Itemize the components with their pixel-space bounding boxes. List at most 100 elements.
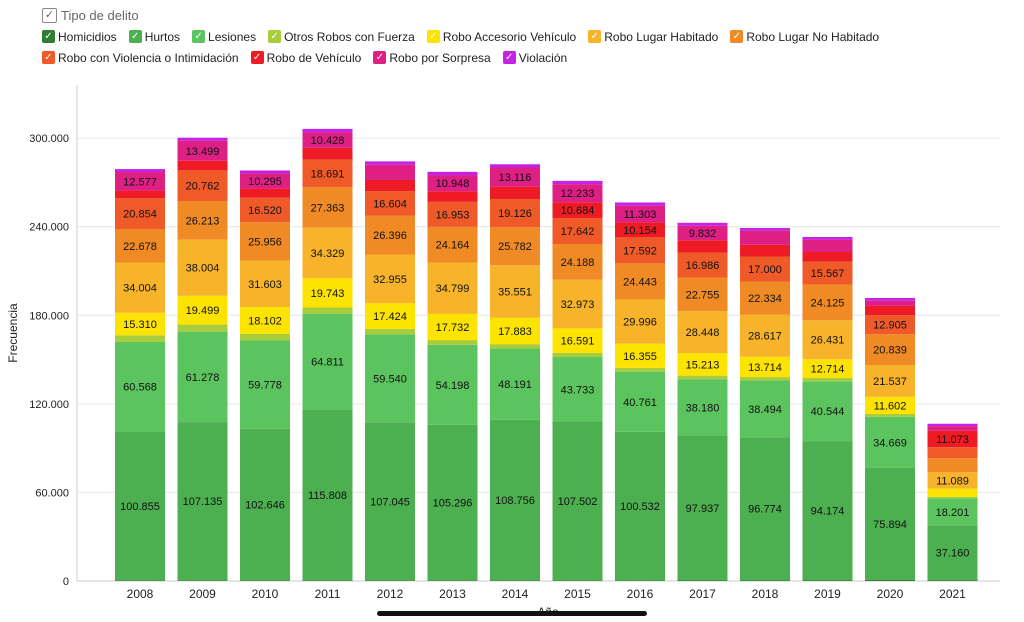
bar-segment [552, 244, 603, 280]
bar-segment [427, 424, 478, 581]
bar-segment [302, 132, 353, 148]
data-label: 27.363 [311, 202, 345, 214]
data-label: 12.905 [873, 320, 907, 332]
bar-segment [490, 227, 540, 266]
data-label: 28.617 [748, 331, 782, 343]
data-label: 25.782 [498, 241, 532, 253]
data-label: 16.520 [248, 205, 282, 217]
data-label: 19.499 [186, 305, 220, 317]
data-label: 34.329 [311, 248, 345, 260]
x-tick-label: 2009 [189, 587, 216, 601]
legend-title[interactable]: ✓ Tipo de delito [42, 8, 139, 23]
bar-segment [802, 359, 853, 378]
bar-segment [365, 422, 415, 581]
bar-segment [677, 222, 728, 226]
bar-segment [490, 419, 540, 581]
legend-label: Otros Robos con Fuerza [284, 29, 415, 44]
data-label: 60.568 [123, 382, 157, 394]
legend-item-robo-de-veh-culo[interactable]: ✓ Robo de Vehículo [250, 49, 361, 66]
bar-segment [927, 525, 978, 581]
legend-item-robo-accesorio-veh-culo[interactable]: ✓ Robo Accesorio Vehículo [426, 28, 576, 45]
x-tick-label: 2015 [564, 587, 591, 601]
bar-segment [615, 202, 665, 206]
data-label: 115.808 [308, 490, 347, 502]
x-tick-label: 2019 [814, 587, 841, 601]
y-axis-label: Frecuencia [6, 303, 20, 363]
bar-segment [740, 356, 790, 378]
bar-segment [490, 164, 540, 168]
data-label: 18.691 [311, 168, 345, 180]
bar-segment [552, 180, 603, 185]
bar-segment [865, 297, 915, 301]
legend-check-icon[interactable]: ✓ [588, 30, 602, 43]
data-label: 17.732 [436, 322, 470, 334]
legend-item-otros-robos-con-fuerza[interactable]: ✓ Otros Robos con Fuerza [268, 28, 415, 45]
bar-segment [552, 357, 603, 422]
data-label: 35.551 [498, 287, 532, 299]
bar-segment [365, 580, 415, 581]
data-label: 11.073 [936, 434, 969, 446]
legend-check-icon[interactable]: ✓ [128, 30, 142, 43]
data-label: 43.733 [561, 384, 595, 396]
data-label: 26.431 [811, 335, 845, 347]
legend-check-icon[interactable]: ✓ [426, 30, 440, 43]
bar-segment [740, 437, 790, 581]
legend-check-icon[interactable]: ✓ [373, 51, 387, 64]
data-label: 16.986 [686, 260, 720, 272]
data-label: 97.937 [686, 503, 720, 515]
checkbox-icon[interactable]: ✓ [42, 8, 57, 23]
data-label: 16.591 [561, 336, 595, 348]
bar-segment [865, 305, 915, 316]
legend-item-violaci-n[interactable]: ✓ Violación [502, 49, 567, 66]
legend-item-robo-lugar-habitado[interactable]: ✓ Robo Lugar Habitado [588, 28, 718, 45]
bar-segment [115, 262, 165, 313]
x-tick-label: 2008 [127, 587, 154, 601]
legend-item-robo-lugar-no-habitado[interactable]: ✓ Robo Lugar No Habitado [730, 28, 879, 45]
data-label: 107.502 [558, 496, 598, 508]
x-tick-label: 2016 [627, 587, 654, 601]
x-tick-label: 2018 [752, 587, 779, 601]
bar-segment [177, 160, 228, 171]
legend-item-robo-por-sorpresa[interactable]: ✓ Robo por Sorpresa [373, 49, 491, 66]
data-label: 20.839 [873, 345, 907, 357]
data-label: 24.164 [436, 240, 470, 252]
bar-segment [552, 352, 603, 358]
bar-segment [677, 277, 728, 312]
bar-segment [865, 300, 915, 306]
legend-title-label: Tipo de delito [61, 8, 139, 23]
bar-segment [365, 161, 415, 165]
legend-item-robo-con-violencia-o-intimidaci-n[interactable]: ✓ Robo con Violencia o Intimidación [42, 49, 239, 66]
legend-check-icon[interactable]: ✓ [42, 30, 55, 43]
data-label: 24.443 [623, 276, 657, 288]
legend-check-icon[interactable]: ✓ [502, 51, 516, 64]
data-label: 10.154 [623, 225, 657, 237]
bar-segment [365, 334, 415, 423]
data-label: 38.180 [686, 402, 720, 414]
legend-item-lesiones[interactable]: ✓ Lesiones [192, 28, 256, 45]
bar-segment [677, 435, 728, 581]
bar-segment [740, 230, 790, 245]
x-tick-label: 2021 [939, 587, 966, 601]
bar-segment [865, 416, 915, 468]
legend-check-icon[interactable]: ✓ [730, 30, 744, 43]
legend-item-hurtos[interactable]: ✓ Hurtos [128, 28, 180, 45]
bar-segment [865, 396, 915, 414]
data-label: 40.761 [623, 397, 657, 409]
bar-segment [240, 170, 290, 174]
bar-segment [365, 328, 415, 335]
legend-check-icon[interactable]: ✓ [192, 30, 206, 43]
bar-segment [240, 197, 290, 223]
data-label: 100.532 [620, 501, 660, 513]
bar-segment [927, 488, 978, 497]
bar-segment [927, 426, 978, 431]
legend-check-icon[interactable]: ✓ [42, 51, 55, 64]
legend-check-icon[interactable]: ✓ [250, 51, 264, 64]
legend-item-homicidios[interactable]: ✓ Homicidios [42, 28, 117, 45]
x-tick-label: 2014 [502, 587, 529, 601]
bar-segment [177, 200, 228, 240]
legend-check-icon[interactable]: ✓ [268, 30, 282, 43]
data-label: 22.678 [123, 241, 157, 253]
data-label: 96.774 [748, 504, 782, 516]
bar-segment [177, 324, 228, 332]
